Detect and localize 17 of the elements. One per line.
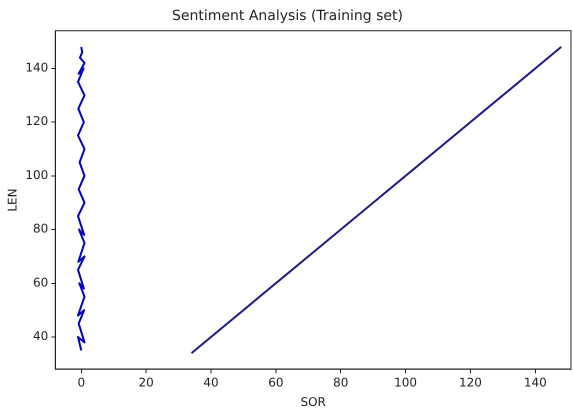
x-tick-label: 40 [203,376,219,390]
x-tick-label: 100 [394,376,418,390]
x-tick-label: 60 [268,376,284,390]
x-tick-label: 120 [459,376,482,390]
y-tick-label: 120 [25,114,48,128]
x-tick-label: 20 [138,376,154,390]
y-tick-label: 100 [25,168,48,182]
x-tick-label: 80 [333,376,348,390]
x-tick-label: 140 [524,376,547,390]
y-axis-title: LEN [5,188,20,212]
chart-title: Sentiment Analysis (Training set) [172,8,403,24]
y-tick-label: 140 [25,60,48,75]
y-tick-label: 60 [33,275,48,290]
y-tick-label: 40 [33,329,48,344]
x-tick-label: 0 [77,376,86,390]
y-tick-label: 80 [33,222,48,236]
x-axis-title: SOR [300,394,326,409]
